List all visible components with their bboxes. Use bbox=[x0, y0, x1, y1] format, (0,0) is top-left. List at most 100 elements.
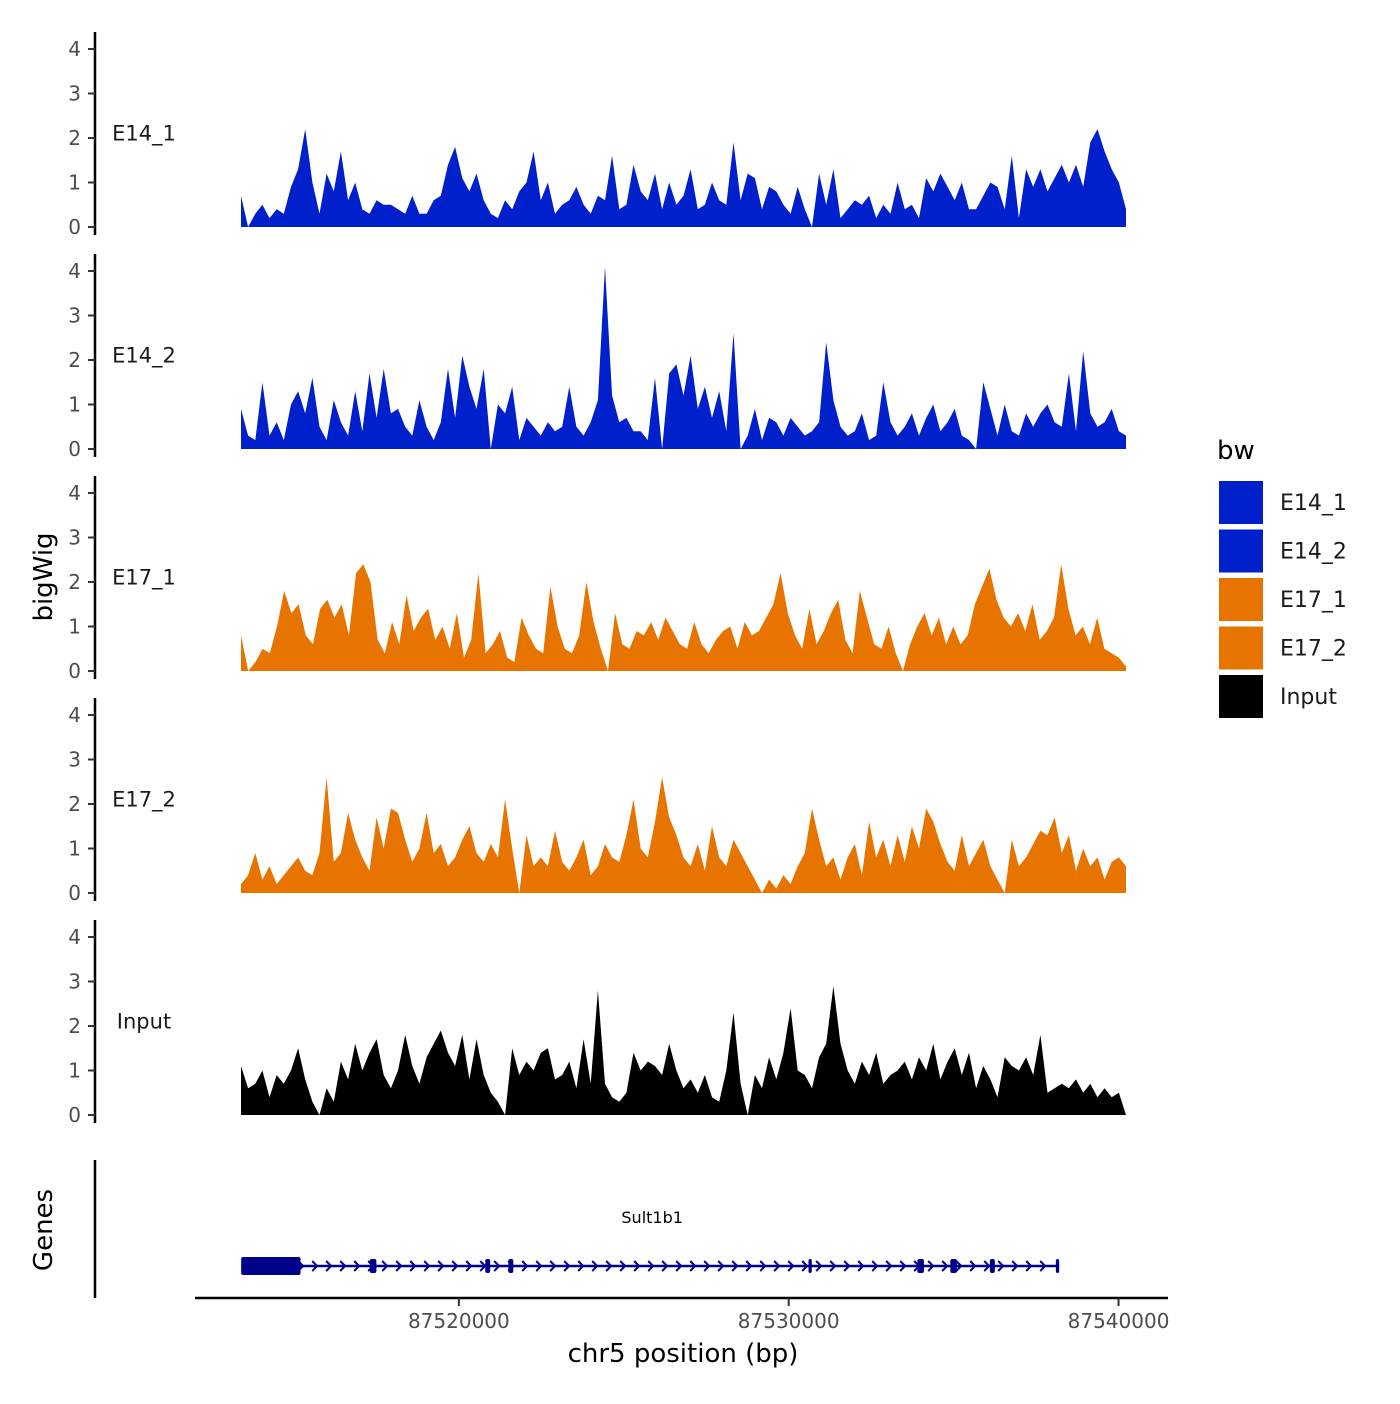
gene-exon bbox=[1055, 1259, 1060, 1273]
strand-arrow bbox=[521, 1260, 529, 1272]
signal-area-E14_1 bbox=[241, 129, 1126, 227]
strand-arrow bbox=[857, 1260, 865, 1272]
legend-entry-Input: Input bbox=[1219, 675, 1337, 718]
strand-arrow bbox=[437, 1260, 445, 1272]
signal-area-E14_2 bbox=[241, 266, 1126, 449]
gene-exon bbox=[485, 1259, 491, 1273]
strand-arrow bbox=[353, 1260, 361, 1272]
track-Input: 0 1 2 3 4 Input bbox=[68, 920, 1126, 1127]
legend-swatch bbox=[1219, 578, 1263, 621]
strand-arrow bbox=[969, 1260, 977, 1272]
y-tick-label: 3 bbox=[68, 526, 81, 550]
legend-swatch bbox=[1219, 675, 1263, 718]
strand-arrow bbox=[745, 1260, 753, 1272]
strand-arrow bbox=[997, 1260, 1005, 1272]
y-tick-label: 2 bbox=[68, 126, 81, 150]
gene-Sult1b1: Sult1b1 bbox=[241, 1208, 1060, 1275]
signal-area-Input bbox=[241, 986, 1126, 1115]
y-tick-label: 3 bbox=[68, 970, 81, 994]
strand-arrow bbox=[829, 1260, 837, 1272]
gene-exon bbox=[950, 1259, 957, 1273]
strand-arrow bbox=[899, 1260, 907, 1272]
y-tick-label: 1 bbox=[68, 1059, 81, 1083]
strand-arrow bbox=[311, 1260, 319, 1272]
strand-arrow bbox=[409, 1260, 417, 1272]
strand-arrow bbox=[801, 1260, 809, 1272]
y-tick-label: 0 bbox=[68, 881, 81, 905]
strand-arrow bbox=[465, 1260, 473, 1272]
legend-entry-E14_2: E14_2 bbox=[1219, 529, 1347, 573]
x-tick-label: 87540000 bbox=[1068, 1309, 1170, 1333]
legend-title: bw bbox=[1217, 436, 1255, 466]
track-E14_2: 0 1 2 3 4 E14_2 bbox=[68, 254, 1126, 461]
strand-arrow bbox=[927, 1260, 935, 1272]
strand-arrow bbox=[689, 1260, 697, 1272]
strand-arrow bbox=[815, 1260, 823, 1272]
strand-arrow bbox=[591, 1260, 599, 1272]
track-label-E14_1: E14_1 bbox=[112, 122, 176, 147]
legend-label: E17_1 bbox=[1280, 588, 1347, 613]
gene-exon bbox=[508, 1259, 514, 1273]
y-tick-label: 1 bbox=[68, 393, 81, 417]
legend-label: Input bbox=[1280, 685, 1337, 710]
signal-area-E17_1 bbox=[241, 564, 1126, 671]
strand-arrow bbox=[633, 1260, 641, 1272]
strand-arrow bbox=[661, 1260, 669, 1272]
gene-exon bbox=[989, 1259, 995, 1273]
x-axis-title: chr5 position (bp) bbox=[568, 1339, 799, 1369]
track-E17_1: 0 1 2 3 4 E17_1 bbox=[68, 476, 1126, 683]
x-axis: 87520000 87530000 87540000 bbox=[195, 1296, 1170, 1333]
strand-arrow bbox=[941, 1260, 949, 1272]
signal-area-E17_2 bbox=[241, 777, 1126, 893]
strand-arrow bbox=[423, 1260, 431, 1272]
legend-entry-E14_1: E14_1 bbox=[1219, 481, 1347, 524]
y-tick-label: 2 bbox=[68, 348, 81, 372]
y-tick-label: 2 bbox=[68, 570, 81, 594]
x-tick-label: 87530000 bbox=[738, 1309, 840, 1333]
y-tick-label: 3 bbox=[68, 82, 81, 106]
y-tick-label: 4 bbox=[68, 481, 81, 505]
y-tick-label: 1 bbox=[68, 837, 81, 861]
strand-arrow bbox=[619, 1260, 627, 1272]
strand-arrow bbox=[577, 1260, 585, 1272]
legend-entry-E17_2: E17_2 bbox=[1219, 626, 1347, 670]
legend-label: E14_1 bbox=[1280, 491, 1347, 516]
track-label-Input: Input bbox=[117, 1010, 171, 1034]
genes-track-title: Genes bbox=[29, 1189, 59, 1271]
track-label-E17_2: E17_2 bbox=[112, 788, 176, 813]
legend-entry-E17_1: E17_1 bbox=[1219, 578, 1347, 621]
y-tick-label: 0 bbox=[68, 437, 81, 461]
x-tick-label: 87520000 bbox=[408, 1309, 510, 1333]
strand-arrow bbox=[339, 1260, 347, 1272]
y-tick-label: 0 bbox=[68, 659, 81, 683]
strand-arrow bbox=[759, 1260, 767, 1272]
y-tick-label: 3 bbox=[68, 304, 81, 328]
legend-swatch bbox=[1219, 529, 1263, 573]
y-tick-label: 4 bbox=[68, 925, 81, 949]
genes-track: Sult1b1 bbox=[93, 1160, 1060, 1298]
y-tick-label: 0 bbox=[68, 1103, 81, 1127]
track-label-E17_1: E17_1 bbox=[112, 566, 176, 591]
strand-arrow bbox=[325, 1260, 333, 1272]
track-E14_1: 0 1 2 3 4 E14_1 bbox=[68, 32, 1126, 239]
strand-arrow bbox=[675, 1260, 683, 1272]
strand-arrow bbox=[731, 1260, 739, 1272]
y-tick-label: 0 bbox=[68, 215, 81, 239]
legend-label: E14_2 bbox=[1280, 540, 1347, 565]
legend-label: E17_2 bbox=[1280, 637, 1347, 662]
y-tick-label: 3 bbox=[68, 748, 81, 772]
strand-arrow bbox=[871, 1260, 879, 1272]
strand-arrow bbox=[549, 1260, 557, 1272]
strand-arrow bbox=[479, 1260, 487, 1272]
strand-arrow bbox=[451, 1260, 459, 1272]
strand-arrow bbox=[381, 1260, 389, 1272]
strand-arrow bbox=[493, 1260, 501, 1272]
strand-arrow bbox=[787, 1260, 795, 1272]
gene-exon bbox=[241, 1257, 301, 1275]
legend-swatch bbox=[1219, 481, 1263, 524]
gene-exon bbox=[808, 1259, 812, 1273]
strand-arrow bbox=[1039, 1260, 1047, 1272]
strand-arrow bbox=[955, 1260, 963, 1272]
